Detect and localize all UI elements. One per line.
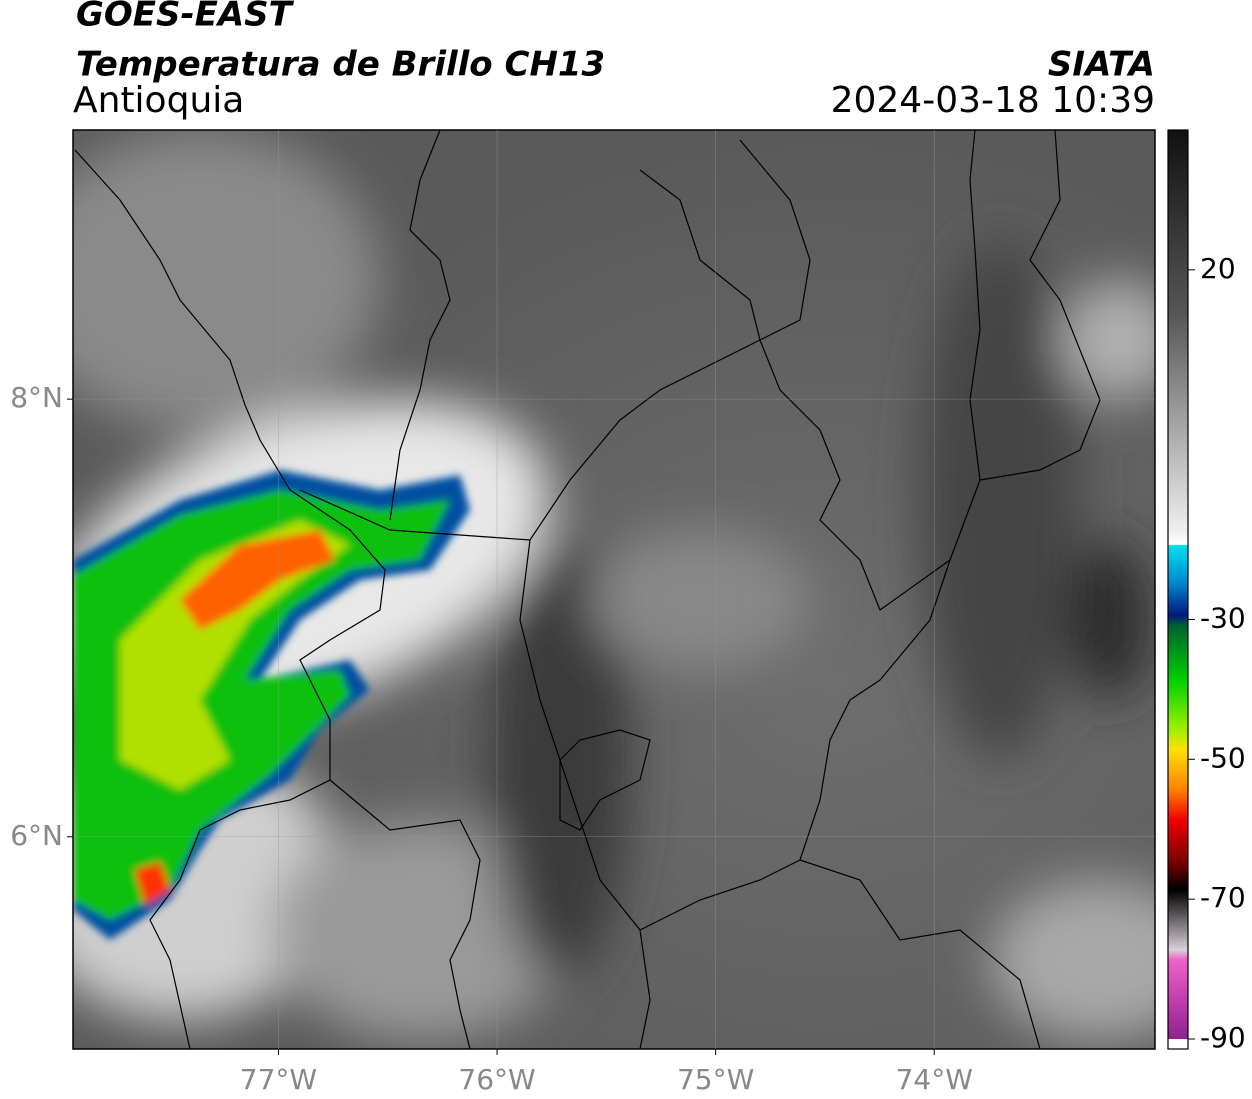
x-tick-label: 76°W <box>458 1063 535 1096</box>
colorbar-tick-label: -70 <box>1200 881 1246 914</box>
map-frame <box>72 129 1156 1050</box>
colorbar-under <box>1168 1039 1188 1049</box>
x-tick-label: 75°W <box>677 1063 754 1096</box>
region: Antioquia <box>73 80 244 121</box>
y-tick-label: 6°N <box>10 819 63 852</box>
borders <box>74 130 1101 1049</box>
colorbar-frame <box>1167 129 1189 1050</box>
x-tick-label: 77°W <box>240 1063 317 1096</box>
x-tick-label: 74°W <box>896 1063 973 1096</box>
product: Temperatura de Brillo CH13 <box>76 45 605 85</box>
satellite-image <box>73 130 1155 1049</box>
satellite: GOES-EAST <box>76 0 295 35</box>
y-tick-label: 8°N <box>10 381 63 414</box>
colorbar-tick-label: -90 <box>1200 1021 1246 1054</box>
datetime: 2024-03-18 10:39 <box>831 80 1155 121</box>
colorbar-tick-label: -50 <box>1200 741 1246 774</box>
colorbar-tick-label: 20 <box>1200 252 1236 285</box>
colorbar-tick-label: -30 <box>1200 601 1246 634</box>
source: SIATA <box>1048 45 1155 85</box>
colorbar <box>1168 130 1188 1039</box>
